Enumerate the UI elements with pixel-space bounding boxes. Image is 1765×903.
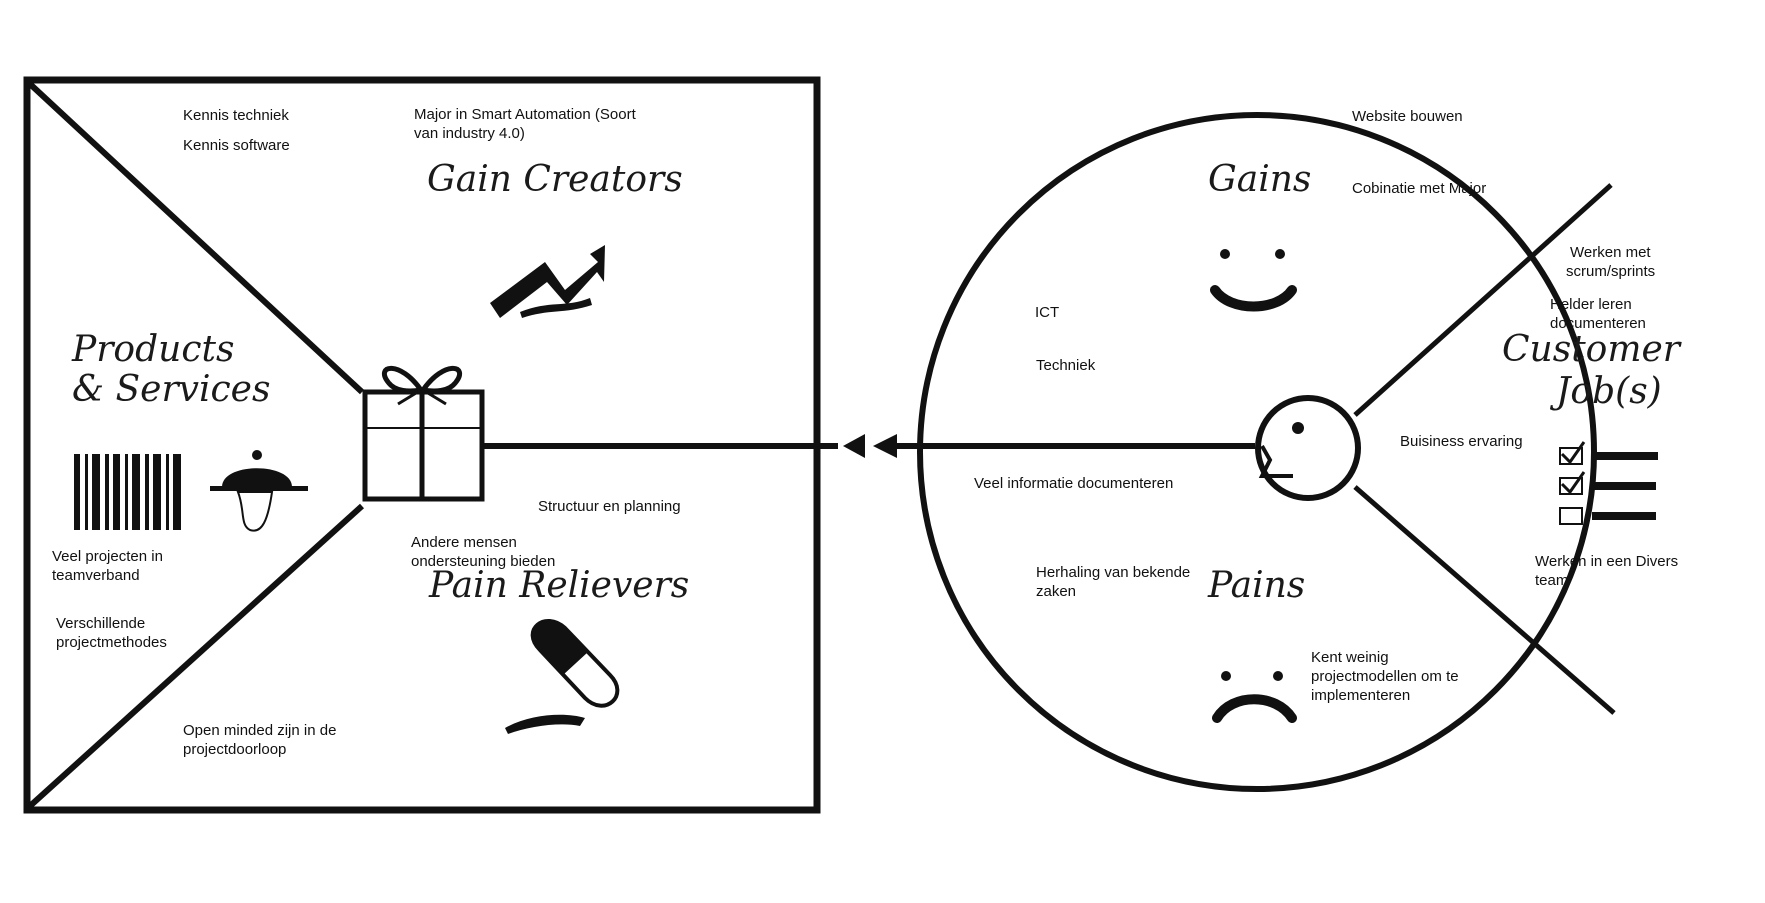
note-werken-divers-line1: Werken in een Divers <box>1535 553 1679 570</box>
gift-icon <box>362 365 485 502</box>
customer-head-icon <box>1255 395 1361 501</box>
customer-jobs-heading-line2: Job(s) <box>1556 371 1662 412</box>
pill-icon <box>505 619 620 734</box>
serving-cloche-icon <box>210 450 308 532</box>
note-kennis-techniek: Kennis techniek <box>183 107 289 124</box>
note-andere-mensen-line1: Andere mensen <box>411 534 517 551</box>
note-herhaling-line1: Herhaling van bekende <box>1036 564 1191 581</box>
smiley-icon <box>1210 249 1297 312</box>
divider-lower-right <box>1353 485 1616 715</box>
pains-heading: Pains <box>1208 565 1306 606</box>
frown-icon <box>1212 671 1297 723</box>
note-werken-divers-line2: team <box>1535 572 1569 589</box>
note-veel-projecten-line1: Veel projecten in <box>52 548 163 565</box>
note-veel-informatie: Veel informatie documenteren <box>974 475 1174 492</box>
note-ict: ICT <box>1035 304 1060 321</box>
note-buisiness: Buisiness ervaring <box>1400 433 1523 450</box>
note-kent-weinig-line3: implementeren <box>1311 687 1411 704</box>
trend-arrow-icon <box>490 245 605 318</box>
note-werken-met-line1: Werken met <box>1570 244 1651 261</box>
arrow-left-icon <box>843 434 865 458</box>
customer-jobs-heading-line1: Customer <box>1502 329 1680 370</box>
note-helder-line1: Helder leren <box>1550 296 1632 313</box>
note-werken-met-line2: scrum/sprints <box>1566 263 1656 280</box>
note-kennis-software: Kennis software <box>183 137 290 154</box>
divider-bottom <box>27 503 365 809</box>
value-map <box>23 76 897 814</box>
pain-relievers-heading: Pain Relievers <box>429 565 690 606</box>
barcode-icon <box>74 454 181 530</box>
note-major-smart-automation-line1: Major in Smart Automation (Soort <box>414 106 636 123</box>
note-open-minded-line2: projectdoorloop <box>183 741 287 758</box>
products-services-heading-line2: & Services <box>72 369 271 410</box>
gain-creators-heading: Gain Creators <box>427 159 683 200</box>
note-major-smart-automation-line2: van industry 4.0) <box>414 125 525 142</box>
note-techniek: Techniek <box>1036 357 1096 374</box>
checklist-icon <box>1559 441 1658 525</box>
note-cobinatie: Cobinatie met Major <box>1352 180 1487 197</box>
note-verschillende-line2: projectmethodes <box>56 634 167 651</box>
note-helder-line2: documenteren <box>1550 315 1646 332</box>
customer-profile <box>897 112 1658 792</box>
note-andere-mensen-line2: ondersteuning bieden <box>411 553 556 570</box>
divider-top <box>27 81 365 395</box>
note-herhaling-line2: zaken <box>1036 583 1077 600</box>
gains-heading: Gains <box>1208 159 1312 200</box>
divider-upper-right <box>1353 183 1613 417</box>
products-services-heading-line1: Products <box>72 329 235 370</box>
note-open-minded-line1: Open minded zijn in de <box>183 722 337 739</box>
note-structuur: Structuur en planning <box>538 498 681 515</box>
note-website: Website bouwen <box>1352 108 1463 125</box>
note-veel-projecten-line2: teamverband <box>52 567 140 584</box>
note-kent-weinig-line2: projectmodellen om te <box>1311 668 1459 685</box>
note-verschillende-line1: Verschillende <box>56 615 146 632</box>
note-kent-weinig-line1: Kent weinig <box>1311 649 1389 666</box>
arrow-left-icon <box>873 434 897 458</box>
